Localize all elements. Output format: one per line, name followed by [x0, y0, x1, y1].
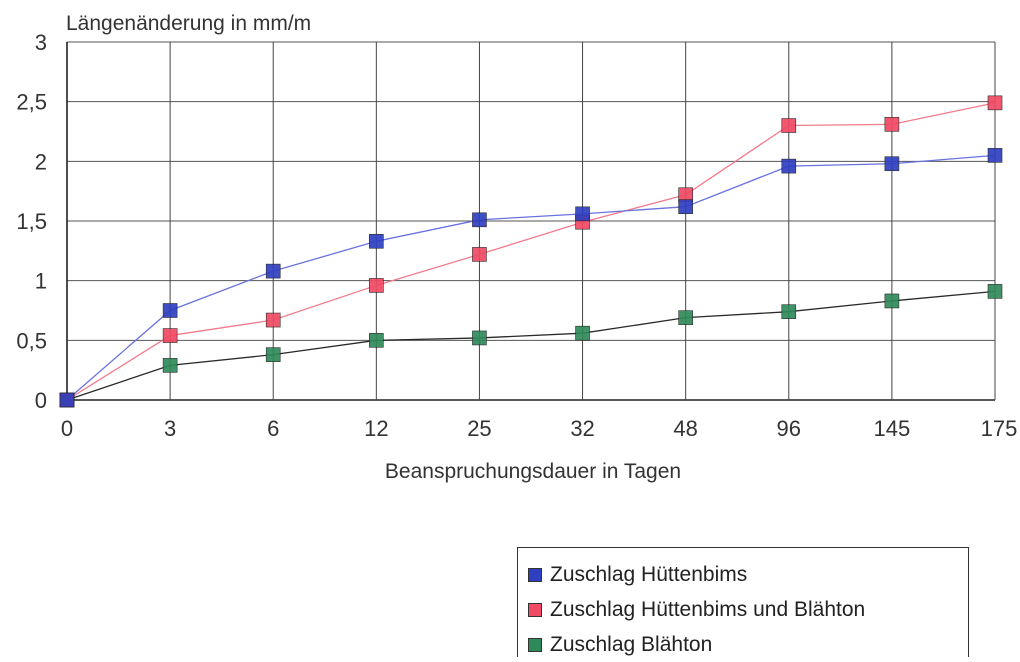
x-tick-label: 12: [364, 416, 388, 441]
series-line: [66, 290, 996, 401]
y-tick-label: 3: [35, 30, 47, 55]
data-point: [265, 263, 281, 279]
data-point: [472, 247, 487, 262]
y-tick-labels: 0 0,5 1 1,5 2 2,5 3: [16, 30, 47, 413]
data-point: [162, 328, 178, 343]
data-point: [265, 347, 281, 362]
data-point: [162, 358, 178, 373]
x-tick-label: 48: [673, 416, 697, 441]
y-axis-label: Längenänderung in mm/m: [66, 12, 311, 35]
y-tick-label: 2,5: [16, 90, 47, 115]
data-point: [678, 199, 693, 214]
data-point: [265, 312, 281, 328]
x-tick-label: 96: [777, 416, 801, 441]
legend-item-blaehton: Zuschlag Blähton: [528, 627, 968, 662]
data-point: [369, 278, 384, 293]
data-point: [472, 330, 487, 346]
y-tick-label: 2: [35, 149, 47, 174]
data-point: [575, 325, 590, 341]
legend-swatch-huettenbims: [528, 567, 542, 582]
legend-item-huettenbims: Zuschlag Hüttenbims: [528, 557, 968, 592]
x-tick-label: 32: [570, 416, 594, 441]
data-point: [162, 303, 178, 318]
legend-label-blaehton: Zuschlag Blähton: [550, 632, 713, 656]
series-lines: [66, 102, 996, 401]
y-tick-label: 1,5: [16, 209, 47, 234]
data-point: [884, 293, 900, 309]
x-tick-label: 0: [61, 416, 73, 441]
series-line: [66, 102, 996, 401]
data-point: [884, 117, 900, 132]
legend-label-huettenbims: Zuschlag Hüttenbims: [550, 562, 748, 586]
legend-label-huettenbims-blaehton: Zuschlag Hüttenbims und Blähton: [550, 597, 866, 621]
x-axis-label: Beanspruchungsdauer in Tagen: [385, 460, 681, 483]
data-point: [781, 118, 797, 133]
legend-item-huettenbims-blaehton: Zuschlag Hüttenbims und Blähton: [528, 592, 968, 627]
data-point: [987, 95, 1003, 111]
data-point: [781, 304, 797, 319]
grid: [66, 41, 996, 401]
legend-swatch-blaehton: [528, 637, 542, 652]
y-tick-label: 0: [35, 388, 47, 413]
x-tick-label: 6: [267, 416, 279, 441]
y-tick-label: 0,5: [16, 328, 47, 353]
data-point: [987, 148, 1003, 163]
data-point: [781, 158, 797, 174]
data-point: [575, 206, 590, 222]
y-tick-label: 1: [35, 269, 47, 294]
data-point: [678, 310, 693, 325]
data-point: [369, 233, 384, 249]
data-point: [987, 284, 1003, 299]
x-tick-label: 3: [164, 416, 176, 441]
series-line: [66, 154, 996, 401]
data-point: [369, 333, 384, 348]
x-tick-label: 25: [467, 416, 491, 441]
x-tick-label: 145: [874, 416, 911, 441]
x-tick-labels: 0 3 6 12 25 32 48 96 145 175: [61, 416, 1017, 441]
legend: Zuschlag Hüttenbims Zuschlag Hüttenbims …: [517, 547, 969, 657]
data-point: [59, 392, 75, 408]
legend-swatch-huettenbims-blaehton: [528, 602, 542, 617]
series-markers: [59, 95, 1003, 408]
x-tick-label: 175: [981, 416, 1018, 441]
data-point: [884, 156, 900, 172]
data-point: [472, 212, 487, 228]
